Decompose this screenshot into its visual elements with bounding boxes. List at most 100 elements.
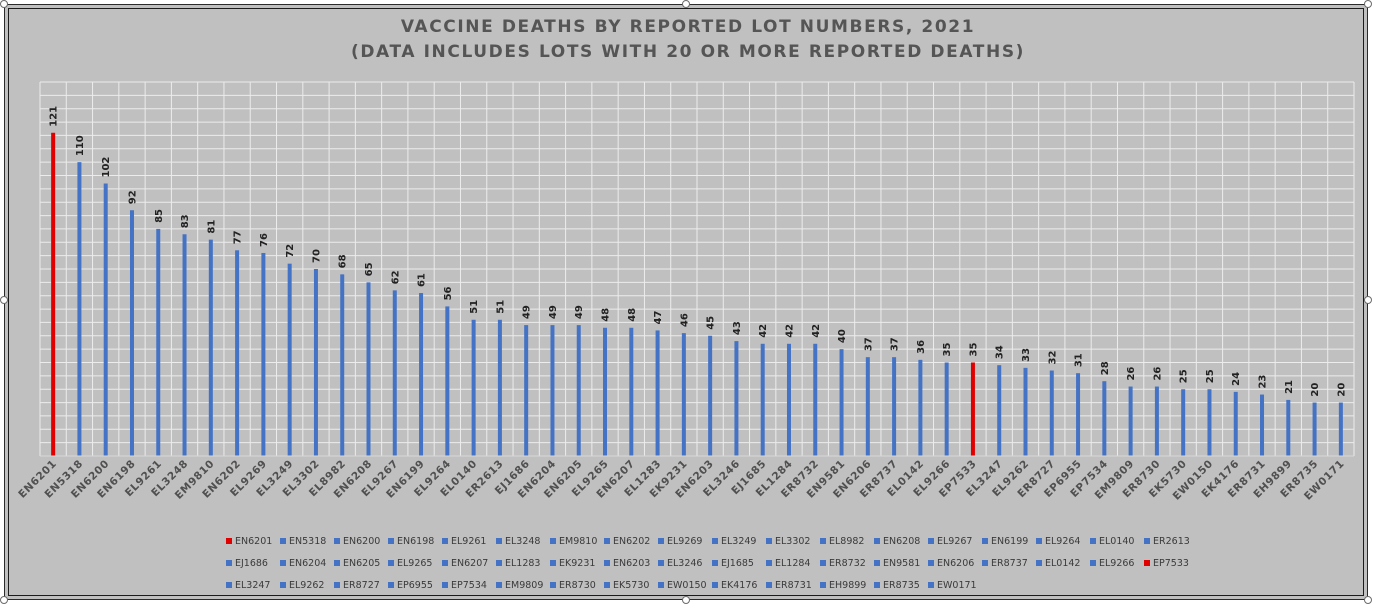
data-label-el0142: 36 bbox=[916, 340, 927, 354]
data-label-en6204: 49 bbox=[548, 305, 559, 319]
data-label-el9267: 62 bbox=[390, 270, 401, 284]
data-label-en6198: 92 bbox=[127, 190, 138, 204]
bar-en6200 bbox=[103, 183, 108, 456]
data-label-el3247: 34 bbox=[995, 345, 1006, 359]
bar-ek5730 bbox=[1181, 389, 1186, 456]
legend-entry-el3249: EL3249 bbox=[712, 530, 766, 552]
resize-handle-bottom-center[interactable] bbox=[682, 596, 690, 604]
bar-en6198 bbox=[129, 210, 134, 456]
data-label-ew0150: 25 bbox=[1205, 369, 1216, 383]
data-label-el3246: 43 bbox=[732, 321, 743, 335]
bar-el3247 bbox=[997, 365, 1002, 456]
bar-ep7533 bbox=[970, 362, 975, 456]
resize-handle-bottom-right[interactable] bbox=[1364, 596, 1372, 604]
bar-el9264 bbox=[445, 306, 450, 456]
legend-swatch bbox=[820, 582, 826, 588]
data-label-el1284: 42 bbox=[784, 324, 795, 338]
legend-entry-en6204: EN6204 bbox=[280, 552, 334, 574]
legend-swatch bbox=[226, 538, 232, 544]
legend-swatch bbox=[820, 538, 826, 544]
legend-swatch bbox=[874, 582, 880, 588]
legend-entry-el9269: EL9269 bbox=[658, 530, 712, 552]
legend-swatch bbox=[658, 560, 664, 566]
legend-entry-en6207: EN6207 bbox=[442, 552, 496, 574]
legend-swatch bbox=[388, 582, 394, 588]
resize-handle-middle-left[interactable] bbox=[0, 296, 8, 304]
legend-swatch bbox=[1036, 538, 1042, 544]
legend-swatch bbox=[604, 538, 610, 544]
legend-swatch bbox=[442, 538, 448, 544]
legend-swatch bbox=[334, 582, 340, 588]
resize-handle-bottom-left[interactable] bbox=[0, 596, 8, 604]
legend-swatch bbox=[550, 560, 556, 566]
legend-swatch bbox=[226, 560, 232, 566]
resize-handle-top-center[interactable] bbox=[682, 0, 690, 8]
legend-entry-el9267: EL9267 bbox=[928, 530, 982, 552]
legend-swatch bbox=[874, 560, 880, 566]
legend-label: EN6199 bbox=[991, 535, 1029, 547]
bar-er8731 bbox=[1260, 394, 1265, 456]
data-label-ek5730: 25 bbox=[1179, 369, 1190, 383]
legend-label: EL9269 bbox=[667, 535, 703, 547]
bar-ek9231 bbox=[681, 333, 686, 456]
legend-swatch bbox=[280, 582, 286, 588]
legend-label: EN5318 bbox=[289, 535, 327, 547]
legend-swatch bbox=[1144, 560, 1150, 566]
legend-entry-el0140: EL0140 bbox=[1090, 530, 1144, 552]
data-label-en6208: 65 bbox=[364, 262, 375, 276]
legend-label: EJ1685 bbox=[721, 557, 754, 569]
data-label-er8730: 26 bbox=[1152, 367, 1163, 381]
legend-entry-ew0171: EW0171 bbox=[928, 574, 982, 596]
data-label-en6202: 77 bbox=[233, 230, 244, 244]
legend-swatch bbox=[442, 582, 448, 588]
legend-entry-el1284: EL1284 bbox=[766, 552, 820, 574]
legend-entry-en6198: EN6198 bbox=[388, 530, 442, 552]
data-label-ep7533: 35 bbox=[968, 343, 979, 357]
legend-label: EL9266 bbox=[1099, 557, 1135, 569]
legend-label: EL9261 bbox=[451, 535, 487, 547]
legend-label: EL0142 bbox=[1045, 557, 1081, 569]
bar-el9261 bbox=[156, 228, 161, 456]
legend-swatch bbox=[766, 582, 772, 588]
legend-entry-ej1686: EJ1686 bbox=[226, 552, 280, 574]
legend-swatch bbox=[982, 560, 988, 566]
legend-label: EM9810 bbox=[559, 535, 598, 547]
legend-swatch bbox=[712, 538, 718, 544]
legend-entry-en6206: EN6206 bbox=[928, 552, 982, 574]
legend-swatch bbox=[388, 560, 394, 566]
bar-em9809 bbox=[1128, 386, 1133, 456]
legend-entry-el9266: EL9266 bbox=[1090, 552, 1144, 574]
resize-handle-top-left[interactable] bbox=[0, 0, 8, 8]
legend-swatch bbox=[1090, 538, 1096, 544]
legend-swatch bbox=[226, 582, 232, 588]
resize-handle-middle-right[interactable] bbox=[1364, 296, 1372, 304]
legend-entry-en6208: EN6208 bbox=[874, 530, 928, 552]
bar-en6206 bbox=[865, 357, 870, 456]
bar-ej1686 bbox=[524, 325, 529, 456]
bar-er8727 bbox=[1049, 370, 1054, 456]
bar-en6207 bbox=[629, 327, 634, 456]
legend-entry-el3302: EL3302 bbox=[766, 530, 820, 552]
legend-label: EN6198 bbox=[397, 535, 435, 547]
legend-entry-er8730: ER8730 bbox=[550, 574, 604, 596]
legend-entry-el9262: EL9262 bbox=[280, 574, 334, 596]
legend-label: EL3248 bbox=[505, 535, 541, 547]
bar-el0142 bbox=[918, 359, 923, 456]
chart-title-block: VACCINE DEATHS BY REPORTED LOT NUMBERS, … bbox=[0, 15, 1376, 65]
data-label-ej1685: 42 bbox=[758, 324, 769, 338]
data-label-ep7534: 28 bbox=[1100, 361, 1111, 375]
legend-row: EJ1686 EN6204 EN6205 EL9265 EN6207 EL1283 EK92… bbox=[226, 552, 1226, 574]
legend-entry-ep7534: EP7534 bbox=[442, 574, 496, 596]
legend-entry-el9264: EL9264 bbox=[1036, 530, 1090, 552]
legend-swatch bbox=[550, 582, 556, 588]
resize-handle-top-right[interactable] bbox=[1364, 0, 1372, 8]
legend-entry-en6201: EN6201 bbox=[226, 530, 280, 552]
data-label-ej1686: 49 bbox=[522, 305, 533, 319]
legend-swatch bbox=[280, 538, 286, 544]
legend-swatch bbox=[928, 560, 934, 566]
legend-swatch bbox=[928, 582, 934, 588]
data-label-ek9231: 46 bbox=[679, 313, 690, 327]
legend-row: EL3247 EL9262 ER8727 EP6955 EP7534 EM9809 ER87… bbox=[226, 574, 1226, 596]
legend-swatch bbox=[604, 560, 610, 566]
